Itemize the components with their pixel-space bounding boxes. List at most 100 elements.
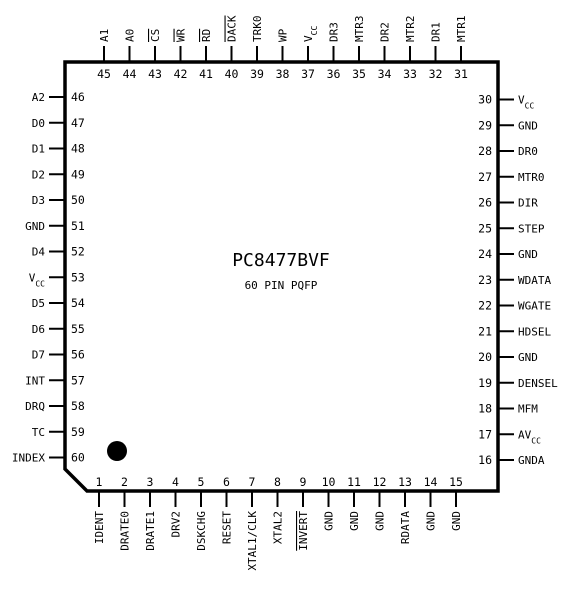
pin-name-dskchg: DSKCHG [195,511,208,551]
pin-name-wp: WP [277,28,290,42]
pin-number-18: 18 [478,402,492,416]
pin-label-39: TRK0 [251,16,264,43]
pin-number-1: 1 [96,475,103,489]
pin-label-15: GND [450,511,463,531]
package-outline [63,60,500,493]
pin-label-16: GNDA [518,454,545,467]
pin-label-18: MFM [518,403,538,416]
pin-name-drq: DRQ [25,400,45,413]
pin-number-41: 41 [199,67,213,81]
pin-number-51: 51 [71,219,85,233]
pin-name-d7: D7 [32,349,45,362]
pin-number-53: 53 [71,270,85,284]
pin-name-av-cc: AV [518,428,532,441]
pin-label-49: D2 [32,168,45,181]
pin-name-d0: D0 [32,117,45,130]
pin-label-14: GND [425,511,438,531]
pin-name-drate1: DRATE1 [144,511,157,551]
pin-number-37: 37 [301,67,315,81]
pin-name-gnd: GND [518,119,538,132]
pin-label-50: D3 [32,194,45,207]
pin-number-60: 60 [71,451,85,465]
pin-label-32: DR1 [430,22,443,42]
pin-number-31: 31 [454,67,468,81]
pin-name-drv2: DRV2 [170,511,183,538]
pin-label-20: GND [518,351,538,364]
pin-label-45: A1 [98,29,111,42]
pin-name-a1: A1 [98,29,111,42]
pin-number-7: 7 [249,475,256,489]
pin-name-dr1: DR1 [430,22,443,42]
pin-number-17: 17 [478,427,492,441]
pin-label-56: D7 [32,349,45,362]
pin-number-36: 36 [327,67,341,81]
pin-number-40: 40 [225,67,239,81]
pin-label-60: INDEX [12,452,45,465]
pin-label-25: STEP [518,222,545,235]
pin-label-53: VCC [29,271,45,288]
pin-number-52: 52 [71,245,85,259]
pin-number-54: 54 [71,296,85,310]
pin-name-reset: RESET [221,511,234,544]
pin-label-6: RESET [221,511,234,544]
pin-label-44: A0 [124,29,137,42]
pin-label-5: DSKCHG [195,511,208,551]
pin-number-6: 6 [223,475,230,489]
pin-name-d4: D4 [32,246,46,259]
pin-name-xtal1-clk: XTAL1/CLK [246,511,259,571]
pin-label-51: GND [25,220,45,233]
pin-label-27: MTR0 [518,171,545,184]
pin-name-mtr1: MTR1 [455,16,468,43]
pin-name-gnd: GND [25,220,45,233]
pin-number-43: 43 [148,67,162,81]
pin-label-54: D5 [32,297,45,310]
pin-name-subscript: CC [525,101,535,110]
pin-name-step: STEP [518,222,545,235]
pin-name-trk0: TRK0 [251,16,264,43]
pin-number-47: 47 [71,116,85,130]
pin-name-mtr3: MTR3 [353,16,366,43]
pin-label-19: DENSEL [518,377,558,390]
pin-label-10: GND [323,511,336,531]
pin-number-56: 56 [71,348,85,362]
pin-number-48: 48 [71,142,85,156]
pin-name-gnd: GND [425,511,438,531]
pin-group: 46A247D048D149D250D351GND52D453VCC54D555… [12,15,558,570]
pin-name-wr: WR [175,28,188,42]
pin-label-41: RD [200,29,213,42]
pin-label-26: DIR [518,197,538,210]
pin-label-42: WR [175,28,188,42]
pin-number-55: 55 [71,322,85,336]
pin-label-46: A2 [32,91,45,104]
pin-number-49: 49 [71,167,85,181]
pin-number-46: 46 [71,90,85,104]
pin-label-31: MTR1 [455,16,468,43]
pin-label-36: DR3 [328,22,341,42]
pin-name-hdsel: HDSEL [518,325,551,338]
pin-label-33: MTR2 [404,16,417,43]
part-number: PC8477BVF [232,250,330,271]
pin-name-dr3: DR3 [328,22,341,42]
pin-name-a0: A0 [124,29,137,42]
pin-name-dack: DACK [226,15,239,42]
pin-label-48: D1 [32,143,45,156]
pin-label-34: DR2 [379,22,392,42]
pin-label-4: DRV2 [170,511,183,538]
pin-number-15: 15 [449,475,463,489]
pin-label-17: AVCC [518,428,541,445]
pin-name-gnd: GND [374,511,387,531]
pin-label-8: XTAL2 [272,511,285,544]
pin-number-2: 2 [121,475,128,489]
pin-number-57: 57 [71,373,85,387]
pin-number-30: 30 [478,93,492,107]
pin-number-12: 12 [373,475,387,489]
pin-number-59: 59 [71,425,85,439]
pin-number-21: 21 [478,324,492,338]
pin-number-26: 26 [478,196,492,210]
pin-label-40: DACK [226,15,239,42]
pin-name-subscript: CC [310,26,319,36]
pin-name-subscript: CC [35,279,45,288]
pin-name-mfm: MFM [518,403,538,416]
pin-name-rd: RD [200,29,213,42]
